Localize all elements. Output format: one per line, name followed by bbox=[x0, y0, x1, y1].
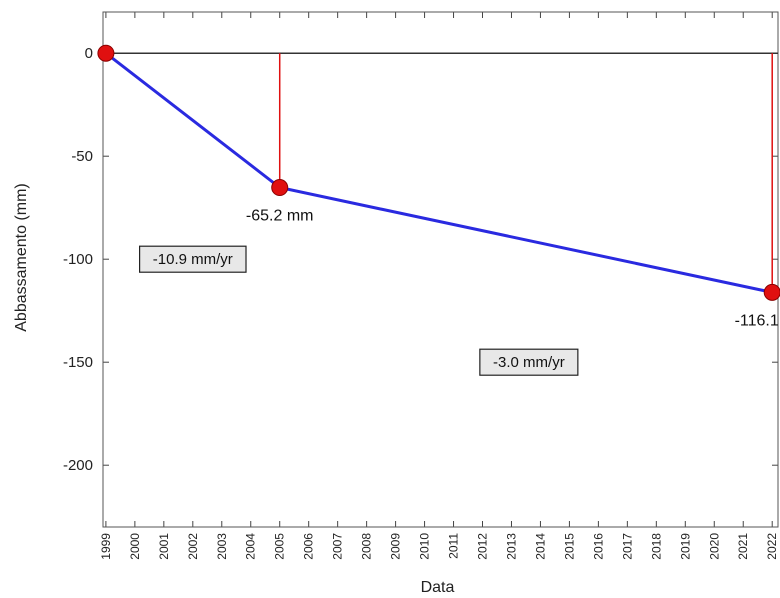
x-tick-label: 2008 bbox=[360, 533, 374, 560]
x-tick-label: 2020 bbox=[707, 533, 721, 560]
point-value-label: -65.2 mm bbox=[246, 208, 314, 225]
x-tick-label: 2000 bbox=[128, 533, 142, 560]
y-tick-label: -150 bbox=[63, 354, 93, 371]
x-axis-ticks: 1999 2000 2001 2002 2003 2004 2005 2006 2007 2008… bbox=[99, 12, 779, 560]
x-tick-label: 1999 bbox=[99, 533, 113, 560]
data-point bbox=[271, 179, 289, 197]
x-tick-label: 2012 bbox=[476, 533, 490, 560]
x-tick-label: 2001 bbox=[157, 533, 171, 560]
x-tick-label: 2019 bbox=[678, 533, 692, 560]
rate-label-box: -10.9 mm/yr bbox=[139, 245, 247, 273]
y-tick-label: -50 bbox=[71, 148, 93, 165]
plot-area: -65.2 mm -116.1 mm -10.9 mm/yr -3.0 mm/yr bbox=[97, 11, 780, 528]
rate-label-box: -3.0 mm/yr bbox=[479, 348, 579, 376]
y-tick-label: 0 bbox=[85, 45, 93, 62]
x-tick-label: 2018 bbox=[649, 533, 663, 560]
rate-label-frame bbox=[139, 245, 247, 273]
x-tick-label: 2010 bbox=[418, 533, 432, 560]
rate-label-text: -10.9 mm/yr bbox=[153, 251, 233, 268]
x-tick-label: 2005 bbox=[273, 533, 287, 560]
x-tick-label: 2007 bbox=[331, 533, 345, 560]
y-tick-label: -100 bbox=[63, 251, 93, 268]
x-tick-label: 2013 bbox=[504, 533, 518, 560]
x-axis-title: Data bbox=[421, 579, 455, 596]
data-point bbox=[97, 44, 115, 62]
point-value-label: -116.1 mm bbox=[735, 312, 780, 329]
y-tick-label: -200 bbox=[63, 457, 93, 474]
x-tick-label: 2015 bbox=[562, 533, 576, 560]
x-tick-label: 2016 bbox=[591, 533, 605, 560]
rate-label-frame bbox=[479, 348, 579, 376]
x-tick-label: 2017 bbox=[620, 533, 634, 560]
x-tick-label: 2014 bbox=[533, 533, 547, 560]
x-tick-label: 2003 bbox=[215, 533, 229, 560]
x-tick-label: 2006 bbox=[302, 533, 316, 560]
x-tick-label: 2002 bbox=[186, 533, 200, 560]
rate-label-text: -3.0 mm/yr bbox=[493, 354, 565, 371]
plot-frame bbox=[102, 11, 779, 528]
x-tick-label: 2011 bbox=[447, 533, 461, 559]
x-tick-label: 2004 bbox=[244, 533, 258, 560]
x-tick-label: 2022 bbox=[765, 533, 779, 560]
x-tick-label: 2021 bbox=[736, 533, 750, 560]
y-axis-title: Abbassamento (mm) bbox=[13, 183, 30, 332]
data-point bbox=[763, 283, 780, 301]
x-tick-label: 2009 bbox=[389, 533, 403, 560]
y-axis-ticks: 0 -50 -100 -150 -200 bbox=[63, 45, 778, 474]
